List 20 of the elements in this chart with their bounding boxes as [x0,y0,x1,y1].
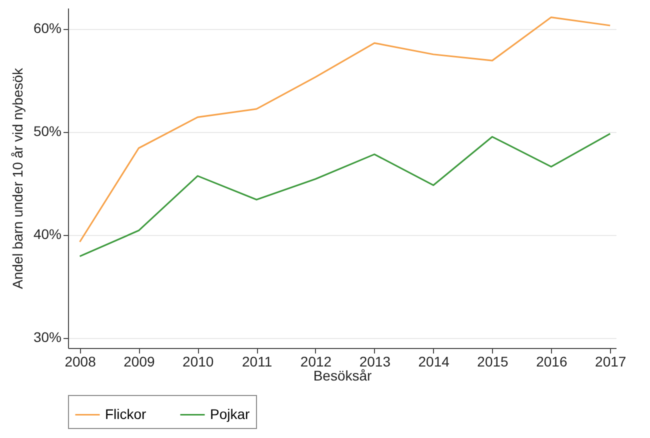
x-tick-label: 2011 [242,354,272,370]
y-tick-label: 60% [33,20,62,36]
y-tick-label: 30% [33,329,62,346]
line-series [78,132,611,258]
x-tick-label: 2016 [536,354,568,370]
y-tick-label: 50% [33,123,62,140]
x-tick-label: 2015 [477,354,509,370]
legend-label: Pojkar [210,406,250,422]
x-tick-label: 2008 [64,354,96,370]
y-tick-label: 40% [33,226,62,242]
x-tick-label: 2009 [124,354,155,370]
x-tick-label: 2017 [595,354,626,370]
x-axis-title: Besöksår [313,368,372,384]
line-series [78,16,611,243]
legend-label: Flickor [105,406,147,422]
y-axis-title: Andel barn under 10 år vid nybesök [9,66,26,290]
x-tick-label: 2012 [300,354,332,370]
x-tick-label: 2010 [182,354,214,370]
x-tick-label: 2014 [418,354,450,370]
x-tick-label: 2013 [359,354,391,370]
